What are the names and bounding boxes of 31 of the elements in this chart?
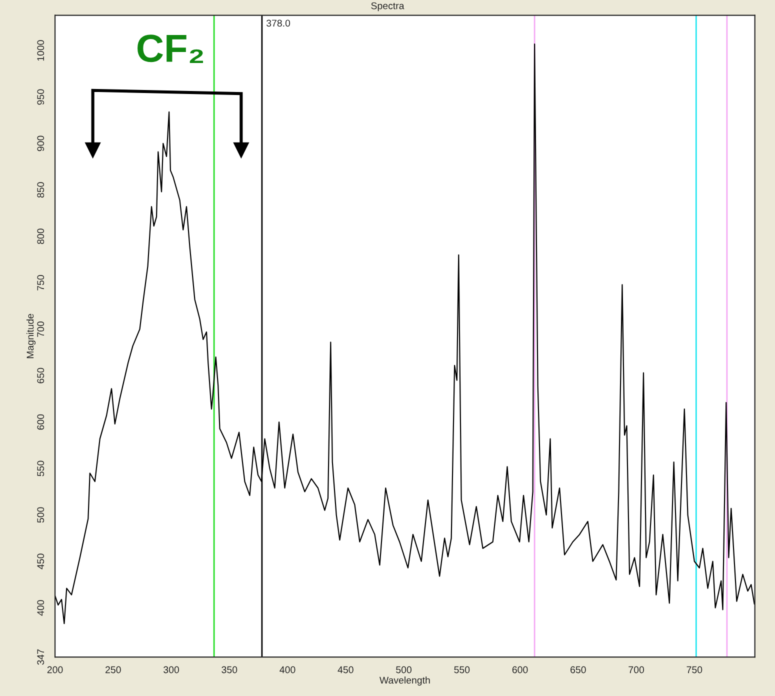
y-tick-label: 700 <box>37 321 44 337</box>
y-tick-label: 347 <box>37 649 44 665</box>
y-tick-label: 800 <box>37 228 44 244</box>
y-tick-label: 600 <box>37 414 44 430</box>
y-tick-label: 950 <box>37 89 44 105</box>
x-tick-label: 250 <box>106 666 121 674</box>
y-tick-label: 500 <box>37 507 44 523</box>
annotation: CF₂ <box>138 34 204 64</box>
y-tick-label: 850 <box>37 182 44 198</box>
x-tick-label: 650 <box>570 666 586 674</box>
x-tick-label: 300 <box>164 666 180 674</box>
y-tick-label: 550 <box>37 460 44 476</box>
chart-title: Spectra <box>371 2 404 12</box>
x-tick-label: 450 <box>338 666 354 674</box>
y-tick-label: 450 <box>37 554 44 570</box>
y-tick-label: 650 <box>37 368 44 384</box>
x-tick-label: 500 <box>396 666 412 674</box>
x-tick-label: 400 <box>280 666 296 674</box>
y-tick-label: 1000 <box>37 40 44 61</box>
x-tick-label: 200 <box>47 666 63 674</box>
x-tick-label: 350 <box>222 666 238 674</box>
x-tick-label: 600 <box>512 666 528 674</box>
y-tick-label: 400 <box>37 600 44 616</box>
ref-line-label: 378.0 <box>266 20 290 27</box>
y-tick-label: 900 <box>37 136 44 152</box>
y-axis-title: Magnitude <box>26 314 36 358</box>
x-tick-label: 750 <box>686 666 702 674</box>
x-tick-label: 550 <box>454 666 470 674</box>
x-tick-label: 700 <box>628 666 644 674</box>
x-axis-title: Wavelength <box>379 676 430 686</box>
y-tick-label: 750 <box>37 275 44 290</box>
